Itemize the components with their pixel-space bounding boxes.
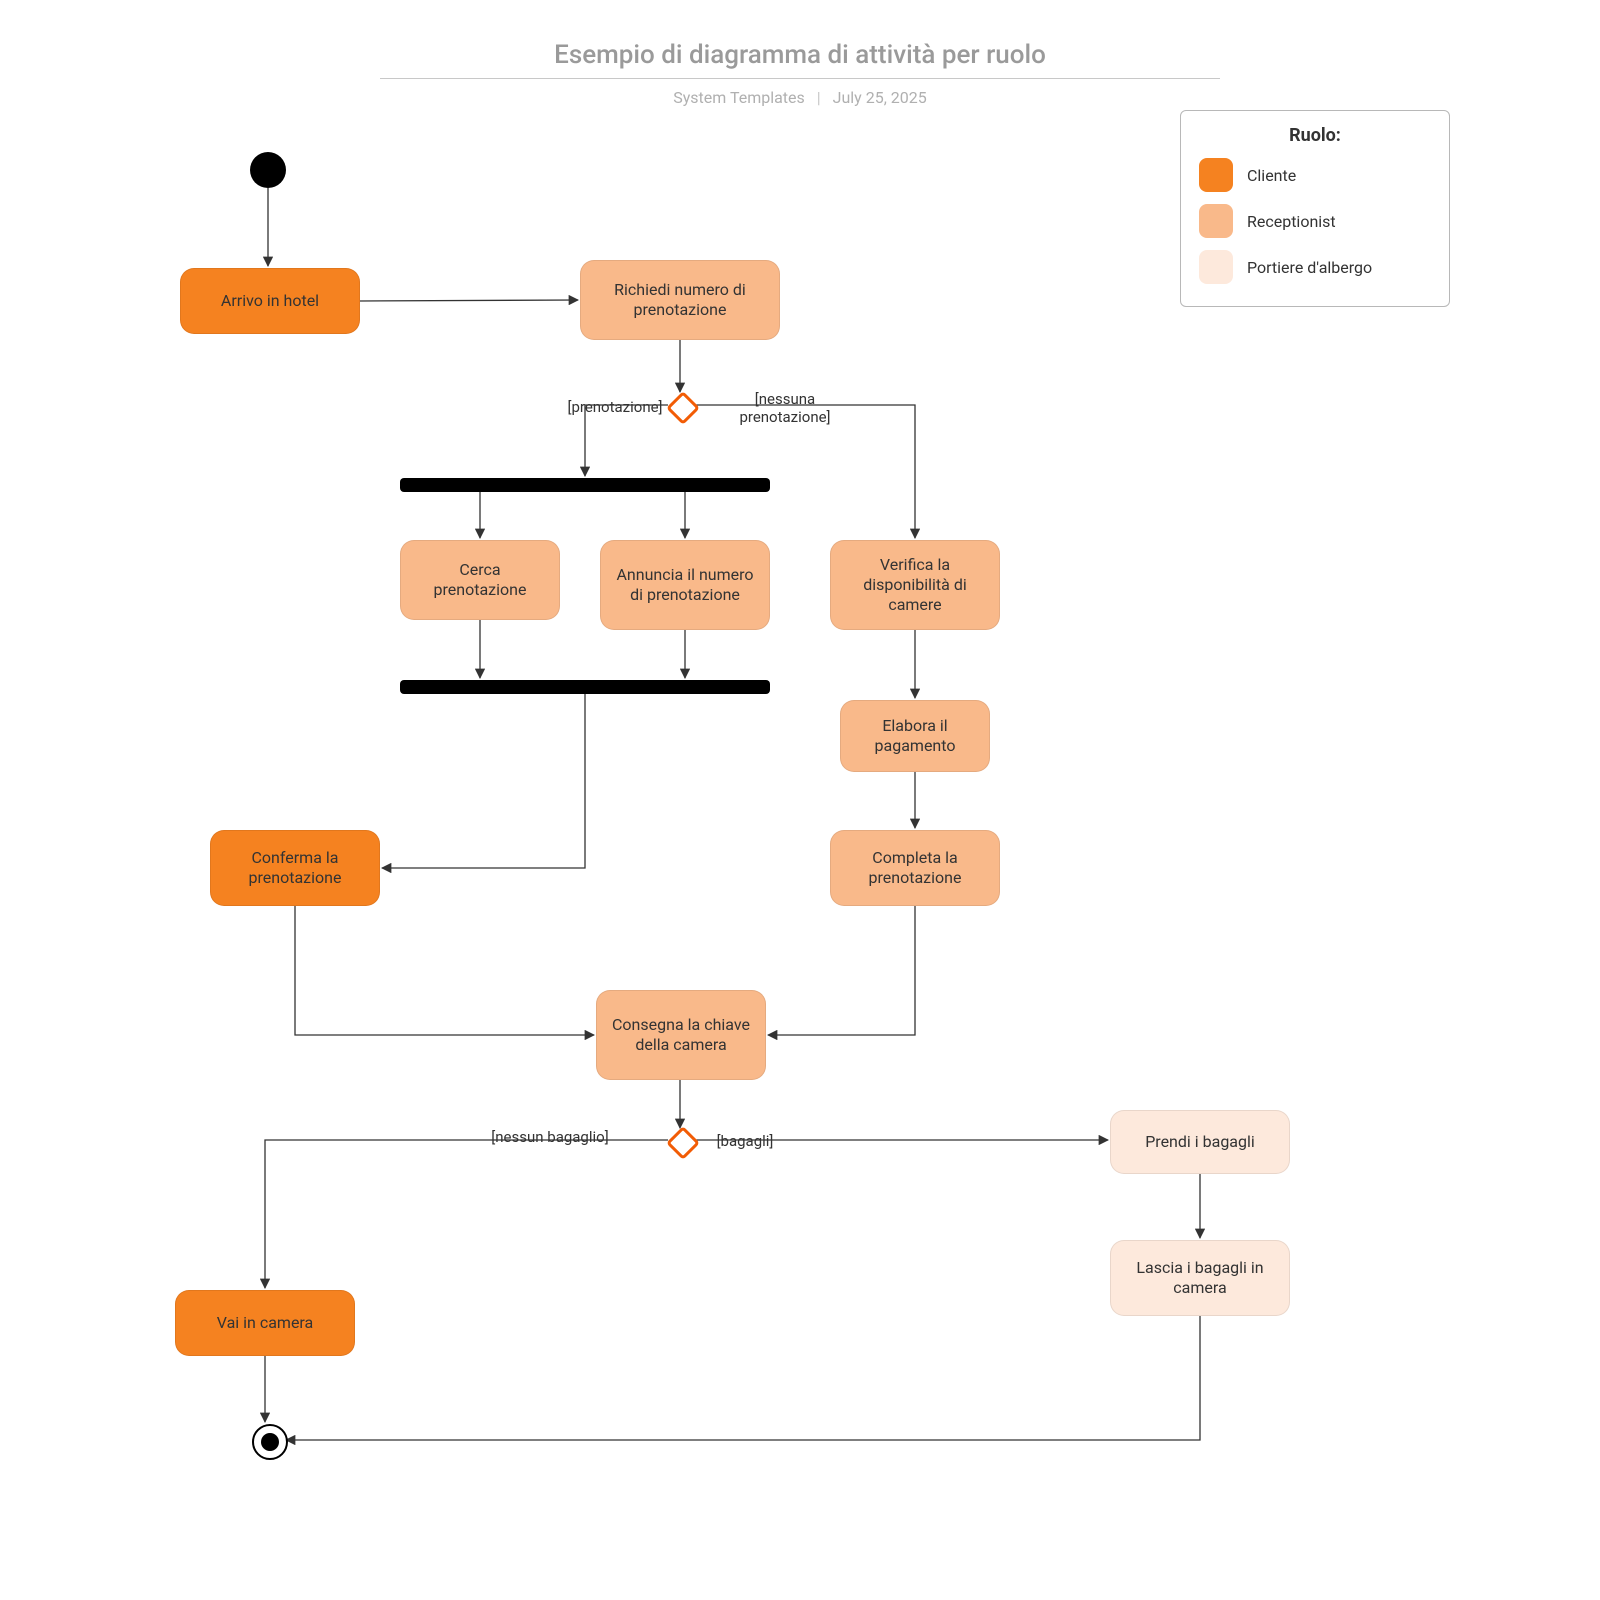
legend-swatch-cliente (1199, 158, 1233, 192)
legend-label-portiere: Portiere d'albergo (1247, 258, 1372, 277)
guard-g_nopren: [nessuna prenotazione] (720, 390, 850, 426)
legend-swatch-receptionist (1199, 204, 1233, 238)
fork-bar (400, 478, 770, 492)
edge (265, 1140, 668, 1288)
activity-arrivo: Arrivo in hotel (180, 268, 360, 334)
start-node (250, 152, 286, 188)
subtitle-separator: | (817, 88, 821, 107)
end-node (252, 1424, 288, 1460)
diagram-subtitle: System Templates | July 25, 2025 (0, 88, 1600, 107)
activity-richiedi: Richiedi numero di prenotazione (580, 260, 780, 340)
legend-swatch-portiere (1199, 250, 1233, 284)
activity-prendi: Prendi i bagagli (1110, 1110, 1290, 1174)
activity-elabora: Elabora il pagamento (840, 700, 990, 772)
edge (382, 694, 585, 868)
activity-annuncia: Annuncia il numero di prenotazione (600, 540, 770, 630)
subtitle-right: July 25, 2025 (833, 88, 927, 107)
legend-title: Ruolo: (1199, 125, 1431, 146)
activity-verifica: Verifica la disponibilità di camere (830, 540, 1000, 630)
legend-label-cliente: Cliente (1247, 166, 1296, 185)
guard-g_pren: [prenotazione] (560, 398, 670, 416)
legend-box: Ruolo: Cliente Receptionist Portiere d'a… (1180, 110, 1450, 307)
join-bar (400, 680, 770, 694)
decision-dec2 (666, 1126, 700, 1160)
guard-g_bag: [bagagli] (705, 1132, 785, 1150)
activity-cerca: Cerca prenotazione (400, 540, 560, 620)
activity-conferma: Conferma la prenotazione (210, 830, 380, 906)
activity-completa: Completa la prenotazione (830, 830, 1000, 906)
activity-consegna: Consegna la chiave della camera (596, 990, 766, 1080)
activity-lascia: Lascia i bagagli in camera (1110, 1240, 1290, 1316)
edge (295, 906, 594, 1035)
legend-label-receptionist: Receptionist (1247, 212, 1336, 231)
legend-item-receptionist: Receptionist (1199, 204, 1431, 238)
activity-vai: Vai in camera (175, 1290, 355, 1356)
title-underline (380, 78, 1220, 79)
diagram-title: Esempio di diagramma di attività per ruo… (0, 40, 1600, 70)
edge (360, 300, 578, 301)
subtitle-left: System Templates (673, 88, 805, 107)
guard-g_nobag: [nessun bagaglio] (490, 1128, 610, 1146)
legend-item-portiere: Portiere d'albergo (1199, 250, 1431, 284)
legend-item-cliente: Cliente (1199, 158, 1431, 192)
edge (286, 1316, 1200, 1440)
edge (768, 906, 915, 1035)
decision-dec1 (666, 391, 700, 425)
